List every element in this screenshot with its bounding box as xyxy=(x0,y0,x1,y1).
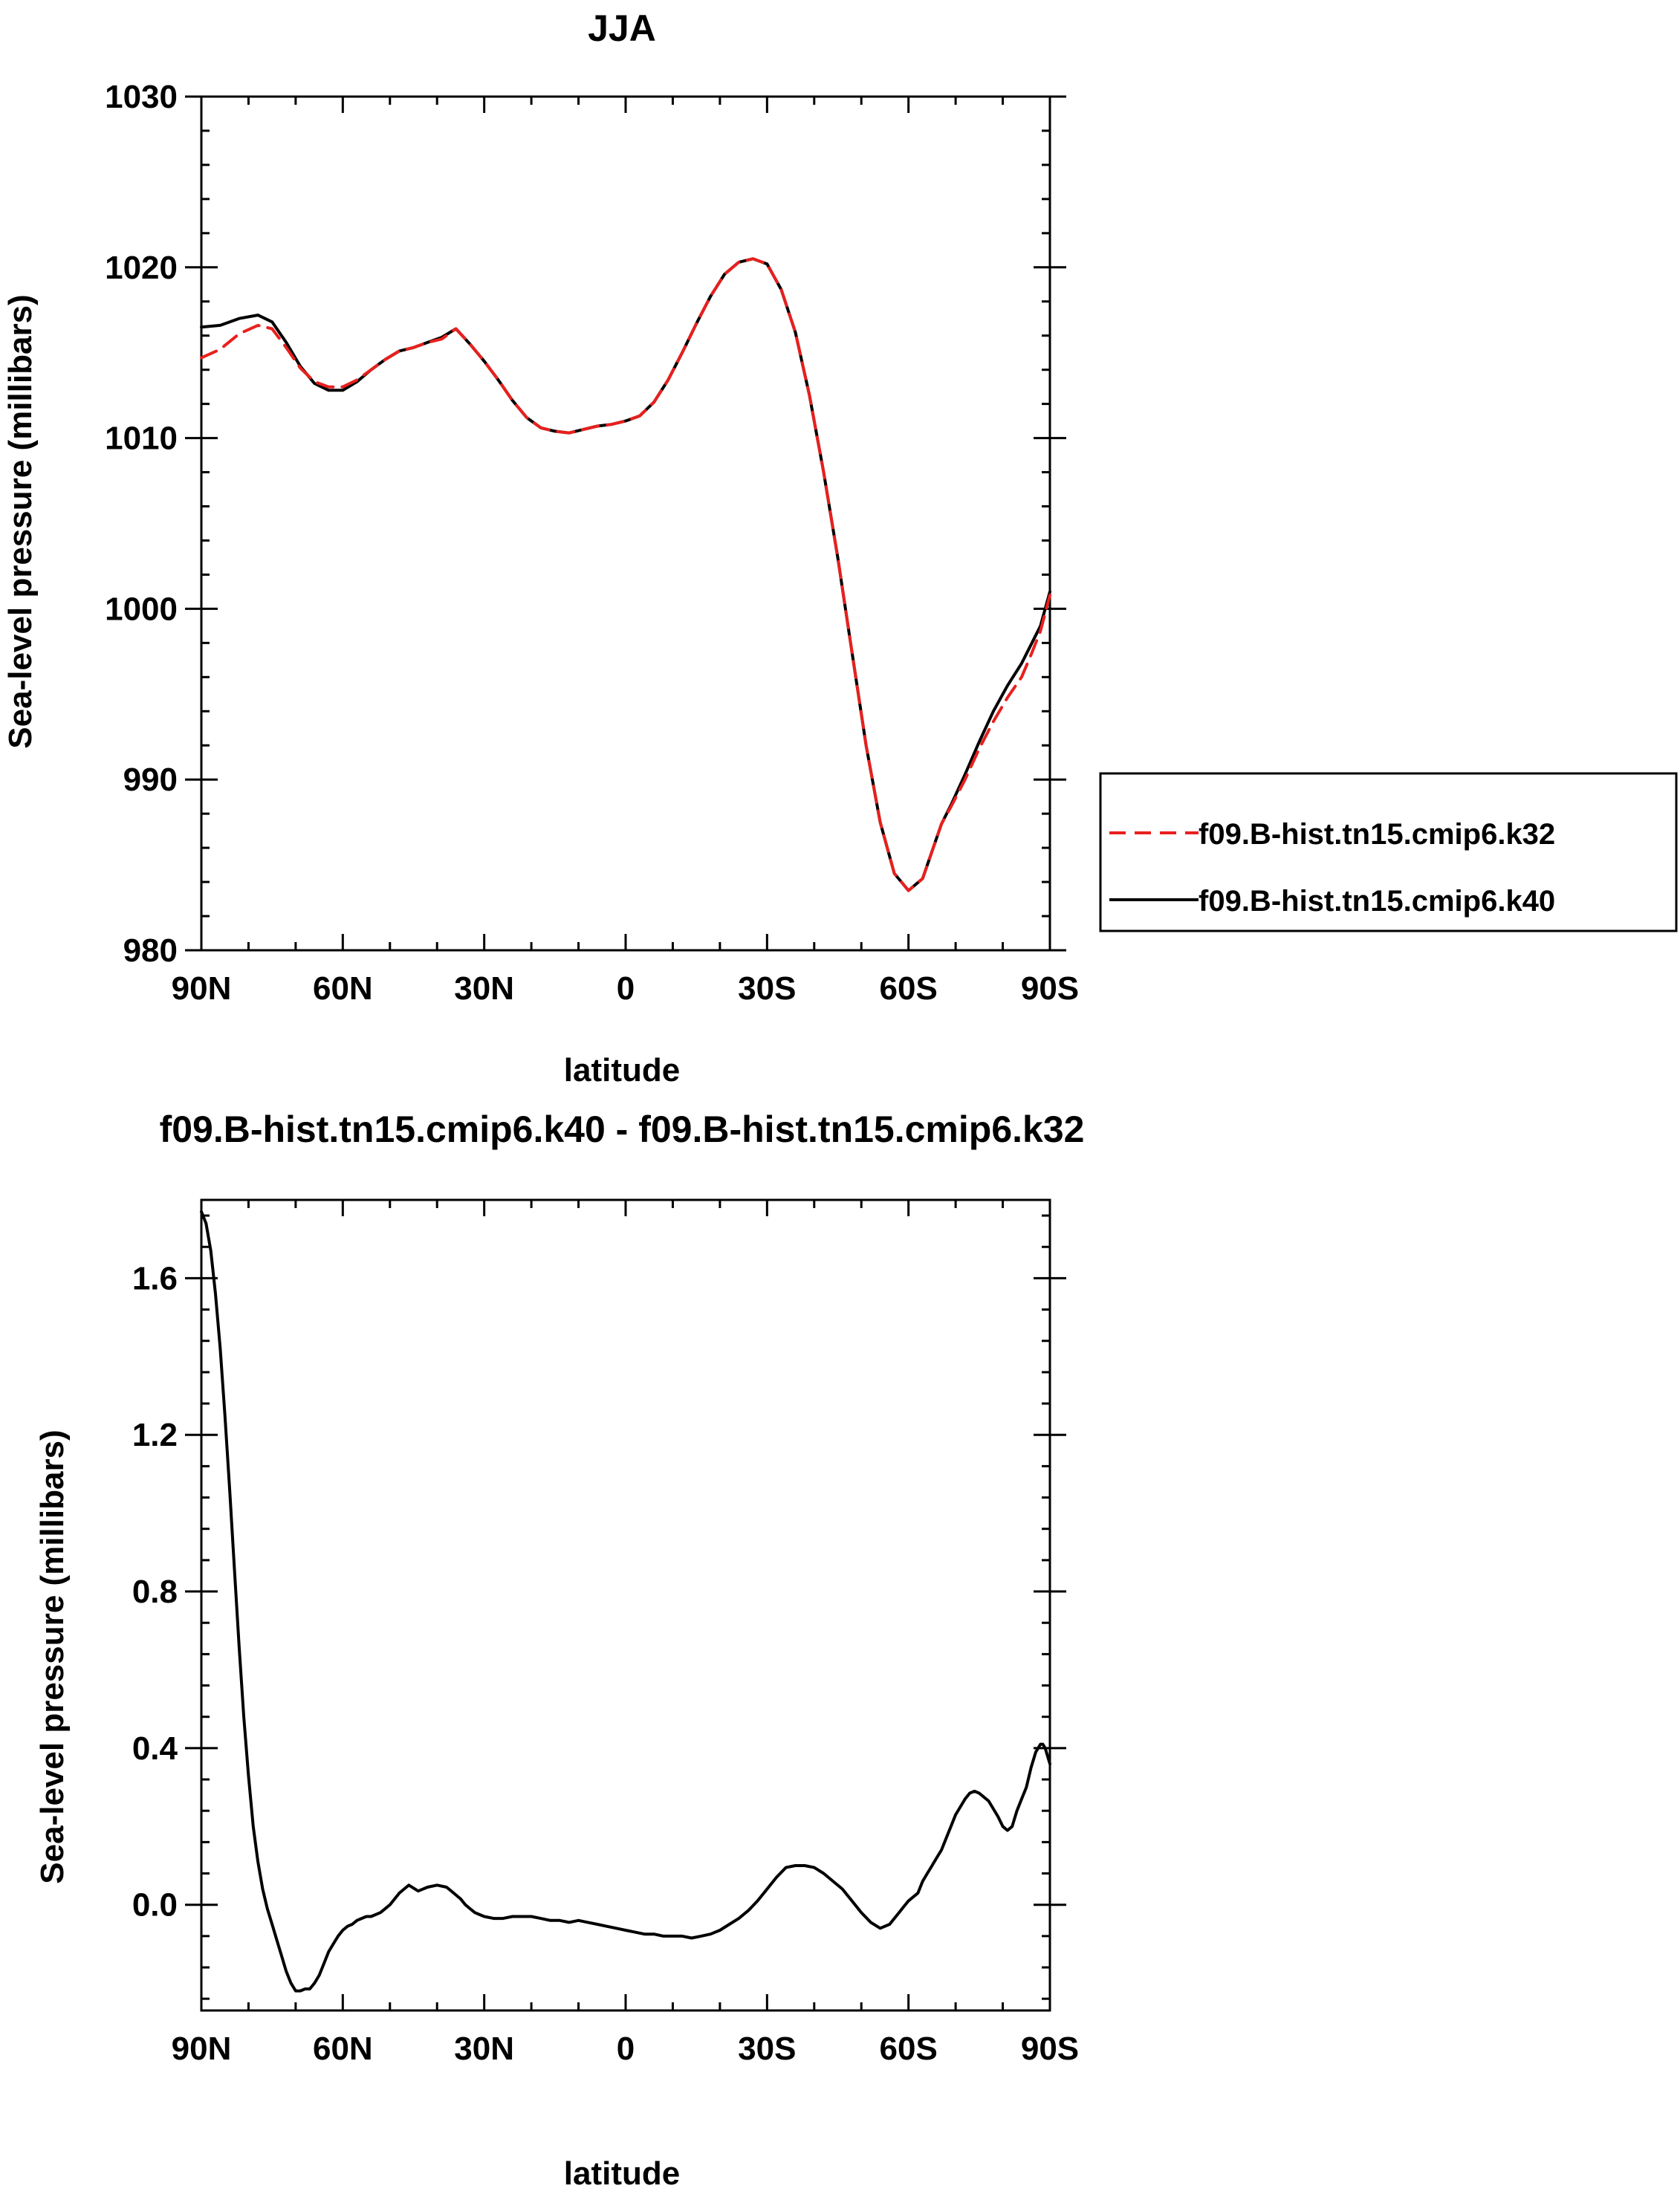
bottom-y-tick-label: 1.2 xyxy=(132,1417,178,1453)
bottom-x-tick-label: 30N xyxy=(454,2031,514,2067)
bottom-x-tick-label: 90S xyxy=(1021,2031,1079,2067)
bottom-x-tick-label: 60N xyxy=(313,2031,373,2067)
bottom-y-tick-label: 1.6 xyxy=(132,1260,178,1296)
bottom-y-axis-label: Sea-level pressure (millibars) xyxy=(34,1429,71,1883)
top-y-tick-label: 1020 xyxy=(105,250,178,286)
top-panel: JJA 90N 60N 30N 0 30S 60S 90S 980 990 1000 1010 102… xyxy=(2,7,1678,1088)
bottom-y-tick-label: 0.4 xyxy=(132,1730,178,1767)
bottom-x-tick-label: 0 xyxy=(617,2031,635,2067)
legend-label-k32: f09.B-hist.tn15.cmip6.k32 xyxy=(1199,818,1555,851)
bottom-x-tick-label: 30S xyxy=(738,2031,796,2067)
bottom-x-tick-label: 60S xyxy=(880,2031,938,2067)
bottom-plot-area: 90N 60N 30N 0 30S 60S 90S 0.0 0.4 0.8 1.2 1.6 xyxy=(132,1198,1079,2067)
top-plot-frame xyxy=(200,95,1051,952)
top-y-tick-label: 1030 xyxy=(105,79,178,115)
top-x-tick-label: 60N xyxy=(313,970,373,1007)
legend-box xyxy=(1099,772,1678,932)
bottom-x-axis-label: latitude xyxy=(564,2155,680,2192)
top-x-tick-label: 90S xyxy=(1021,970,1079,1007)
bottom-panel: f09.B-hist.tn15.cmip6.k40 - f09.B-hist.t… xyxy=(34,1109,1084,2192)
top-y-tick-label: 990 xyxy=(123,762,178,798)
top-x-tick-label: 60S xyxy=(880,970,938,1007)
bottom-x-tick-label: 90N xyxy=(172,2031,232,2067)
top-series-line-1 xyxy=(200,257,1051,892)
bottom-y-tick-label: 0.0 xyxy=(132,1887,178,1924)
top-y-tick-label: 1000 xyxy=(105,591,178,627)
top-chart-title: JJA xyxy=(588,7,656,49)
bottom-series-line-0 xyxy=(200,1210,1051,1993)
top-plot-area: 90N 60N 30N 0 30S 60S 90S 980 990 1000 1010 1020 103… xyxy=(105,79,1079,1007)
bottom-y-tick-label: 0.8 xyxy=(132,1574,178,1610)
top-x-tick-label: 90N xyxy=(172,970,232,1007)
top-series-line-0 xyxy=(200,257,1051,892)
top-y-axis-label: Sea-level pressure (millibars) xyxy=(2,294,39,748)
top-y-tick-label: 980 xyxy=(123,932,178,969)
top-x-tick-label: 30S xyxy=(738,970,796,1007)
top-y-tick-label: 1010 xyxy=(105,421,178,457)
bottom-chart-title: f09.B-hist.tn15.cmip6.k40 - f09.B-hist.t… xyxy=(160,1109,1085,1150)
legend-label-k40: f09.B-hist.tn15.cmip6.k40 xyxy=(1199,885,1555,918)
legend: f09.B-hist.tn15.cmip6.k32 f09.B-hist.tn1… xyxy=(1099,772,1678,932)
top-x-tick-label: 30N xyxy=(454,970,514,1007)
top-x-axis-label: latitude xyxy=(564,1052,680,1088)
bottom-plot-frame xyxy=(200,1198,1051,2012)
top-x-tick-label: 0 xyxy=(617,970,635,1007)
